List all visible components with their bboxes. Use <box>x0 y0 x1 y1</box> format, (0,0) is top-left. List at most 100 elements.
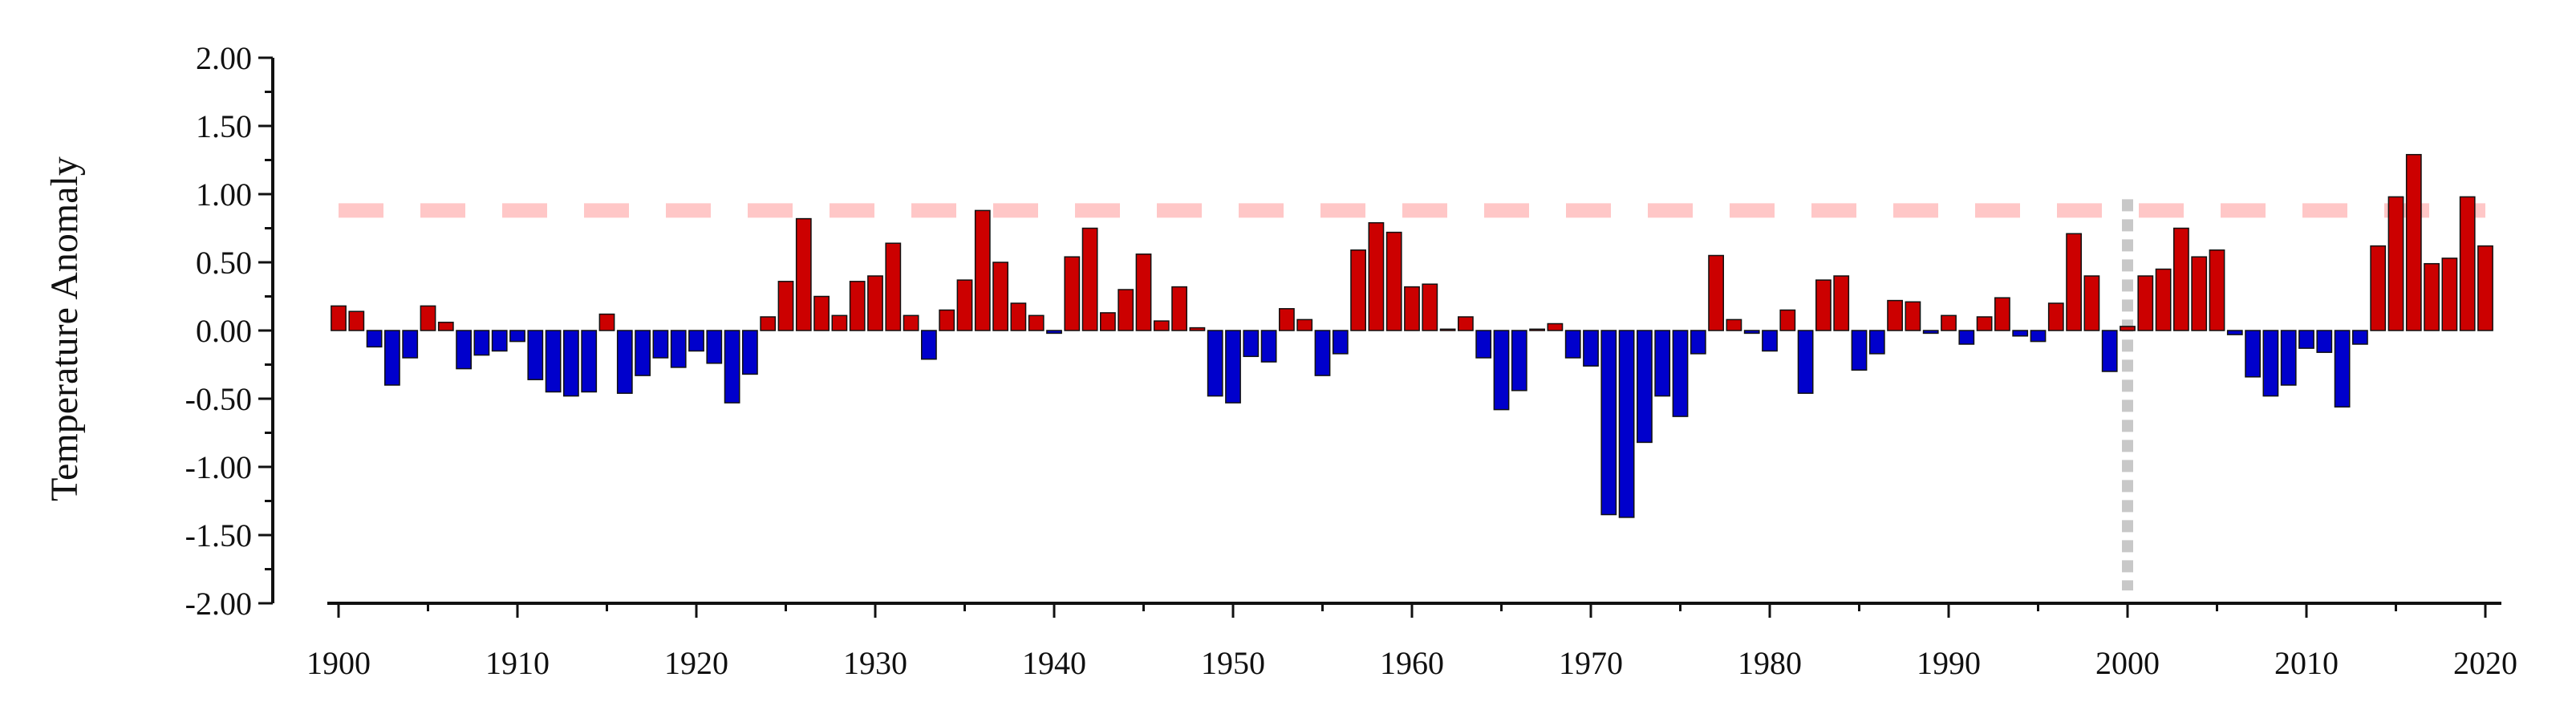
bar-1916 <box>616 330 633 394</box>
bar-1991 <box>1958 330 1975 345</box>
bar-2008 <box>2262 330 2279 397</box>
bar-1964 <box>1475 330 1492 359</box>
bars <box>331 153 2493 518</box>
y-tick-label: 0.00 <box>196 313 252 349</box>
y-tick-label: -1.00 <box>185 449 252 485</box>
bar-1939 <box>1028 314 1045 331</box>
bar-1909 <box>491 330 508 352</box>
bar-1928 <box>831 314 848 331</box>
bar-1957 <box>1350 249 1366 331</box>
bar-1905 <box>420 305 436 331</box>
bar-1944 <box>1118 289 1134 331</box>
bar-1992 <box>1976 316 1993 331</box>
bar-1959 <box>1385 231 1402 331</box>
x-tick-label: 2020 <box>2453 645 2517 681</box>
bar-2001 <box>2137 275 2154 331</box>
bar-1908 <box>473 330 490 356</box>
bar-1955 <box>1314 330 1331 376</box>
bar-1941 <box>1064 256 1081 331</box>
bar-1940 <box>1046 330 1062 335</box>
x-tick-label: 1930 <box>843 645 907 681</box>
bar-1972 <box>1618 330 1635 518</box>
bar-1953 <box>1279 308 1295 331</box>
bar-1951 <box>1243 330 1260 358</box>
bar-1985 <box>1851 330 1868 371</box>
x-tick-label: 1950 <box>1201 645 1265 681</box>
bar-1954 <box>1296 318 1313 331</box>
bar-1906 <box>437 322 454 331</box>
bar-2009 <box>2280 330 2297 386</box>
bar-1943 <box>1100 312 1116 331</box>
bar-1945 <box>1135 254 1152 331</box>
bar-1903 <box>384 330 400 386</box>
bar-2000 <box>2120 326 2136 331</box>
bar-1946 <box>1153 320 1170 331</box>
bar-1956 <box>1332 330 1349 355</box>
bar-1923 <box>742 330 758 375</box>
bar-1970 <box>1583 330 1599 367</box>
y-tick-label: 1.00 <box>196 176 252 213</box>
bar-1930 <box>867 275 883 331</box>
bar-1949 <box>1207 330 1223 397</box>
bar-1997 <box>2066 233 2082 331</box>
bar-1934 <box>939 309 955 331</box>
bar-1931 <box>885 242 902 331</box>
x-tick-label: 1990 <box>1917 645 1981 681</box>
x-tick-label: 2000 <box>2095 645 2160 681</box>
bar-1929 <box>849 281 866 331</box>
bar-1913 <box>563 330 579 397</box>
bar-1914 <box>581 330 598 393</box>
bar-2007 <box>2245 330 2261 378</box>
reference-lines <box>339 199 2485 590</box>
bar-1910 <box>509 330 525 343</box>
x-tick-label: 1960 <box>1380 645 1444 681</box>
bar-1976 <box>1690 330 1706 355</box>
bar-2004 <box>2191 256 2208 331</box>
bar-1907 <box>456 330 473 370</box>
bar-1942 <box>1081 227 1098 331</box>
bar-1975 <box>1672 330 1689 417</box>
bar-2016 <box>2405 153 2422 331</box>
bar-1933 <box>921 330 937 360</box>
bar-2006 <box>2226 330 2243 335</box>
bar-1993 <box>1994 297 2010 331</box>
bar-1971 <box>1600 330 1617 516</box>
bar-2002 <box>2155 268 2172 331</box>
bar-2011 <box>2316 330 2333 353</box>
bar-1932 <box>903 314 919 331</box>
bar-2010 <box>2298 330 2314 349</box>
bar-1901 <box>348 310 365 331</box>
x-tick-label: 1900 <box>306 645 371 681</box>
bar-1962 <box>1439 328 1456 331</box>
bar-1915 <box>598 313 615 331</box>
bar-1912 <box>545 330 562 393</box>
y-tick-label: -1.50 <box>185 517 252 554</box>
bar-2020 <box>2477 245 2493 331</box>
bar-1917 <box>635 330 651 376</box>
bar-1979 <box>1743 330 1760 335</box>
bar-1918 <box>652 330 669 359</box>
y-tick-label: -0.50 <box>185 381 252 417</box>
bar-1904 <box>402 330 419 359</box>
bar-1948 <box>1189 327 1206 331</box>
bar-1963 <box>1458 316 1474 331</box>
bar-1978 <box>1726 318 1742 331</box>
bar-1922 <box>724 330 740 404</box>
bar-1982 <box>1797 330 1814 394</box>
y-tick-label: 2.00 <box>196 40 252 76</box>
bar-2015 <box>2387 196 2404 331</box>
bar-1902 <box>366 330 383 348</box>
bar-2013 <box>2352 330 2368 345</box>
bar-1983 <box>1815 279 1832 331</box>
bar-1994 <box>2012 330 2029 337</box>
bar-1900 <box>331 305 347 331</box>
y-tick-label: 1.50 <box>196 108 252 144</box>
x-tick-label: 2010 <box>2274 645 2339 681</box>
bar-1936 <box>974 209 991 331</box>
x-tick-label: 1920 <box>664 645 728 681</box>
x-tick-label: 1970 <box>1559 645 1623 681</box>
y-axis-title: Temperature Anomaly <box>43 156 86 501</box>
bar-1987 <box>1887 299 1903 331</box>
bar-1938 <box>1010 302 1027 331</box>
bar-1925 <box>777 281 794 331</box>
